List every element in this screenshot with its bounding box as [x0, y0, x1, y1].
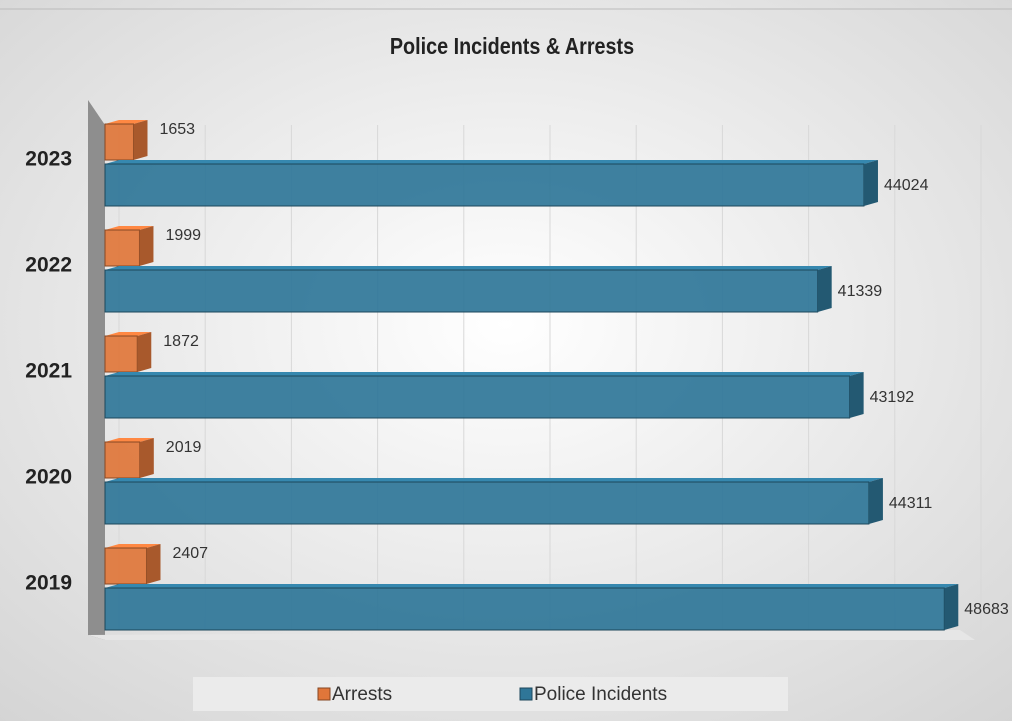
- incident-bar: [104, 163, 865, 207]
- data-label: 1653: [159, 121, 195, 138]
- arrest-bar-side: [133, 120, 148, 160]
- legend-label: Police Incidents: [534, 684, 667, 705]
- incident-bar-side: [817, 266, 832, 312]
- arrest-bar-side: [139, 226, 154, 266]
- arrest-bar: [104, 123, 134, 161]
- incident-bar: [104, 269, 819, 313]
- incident-bar-top: [105, 160, 878, 164]
- incident-bar-side: [863, 160, 878, 206]
- incident-bar: [104, 481, 870, 525]
- arrest-bar: [104, 335, 138, 373]
- y-tick-label: 2021: [25, 360, 72, 383]
- data-label: 48683: [964, 601, 1009, 618]
- incident-bar-side: [868, 478, 883, 524]
- left-wall: [88, 100, 105, 640]
- arrest-bar: [104, 547, 147, 585]
- incident-bar: [104, 375, 851, 419]
- incident-bar-top: [105, 266, 832, 270]
- legend-swatch: [317, 687, 331, 701]
- incident-bar-top: [105, 372, 864, 376]
- y-tick-label: 2019: [25, 572, 72, 595]
- legend-label: Arrests: [332, 684, 392, 705]
- floor: [88, 630, 975, 640]
- incident-bar-top: [105, 584, 959, 588]
- data-label: 1872: [163, 333, 199, 350]
- data-label: 2407: [172, 545, 208, 562]
- y-tick-label: 2022: [25, 254, 72, 277]
- arrest-bar-top: [105, 544, 161, 548]
- incident-bar-top: [105, 478, 883, 482]
- incident-bar: [104, 587, 945, 631]
- arrest-bar-side: [137, 332, 152, 372]
- data-label: 1999: [165, 227, 201, 244]
- data-label: 2019: [166, 439, 202, 456]
- arrest-bar-side: [139, 438, 154, 478]
- arrest-bar-side: [146, 544, 161, 584]
- y-tick-label: 2020: [25, 466, 72, 489]
- arrest-bar: [104, 229, 140, 267]
- incident-bar-side: [849, 372, 864, 418]
- y-tick-label: 2023: [25, 148, 72, 171]
- arrest-bar-top: [105, 120, 148, 124]
- chart-title: Police Incidents & Arrests: [390, 34, 634, 60]
- legend-swatch: [519, 687, 533, 701]
- data-label: 44024: [884, 177, 929, 194]
- arrest-bar-top: [105, 438, 154, 442]
- data-label: 41339: [838, 283, 883, 300]
- data-label: 44311: [889, 495, 932, 512]
- incident-bar-side: [944, 584, 959, 630]
- arrest-bar: [104, 441, 141, 479]
- legend: [193, 677, 788, 711]
- arrest-bar-top: [105, 226, 154, 230]
- arrest-bar-top: [105, 332, 152, 336]
- data-label: 43192: [870, 389, 915, 406]
